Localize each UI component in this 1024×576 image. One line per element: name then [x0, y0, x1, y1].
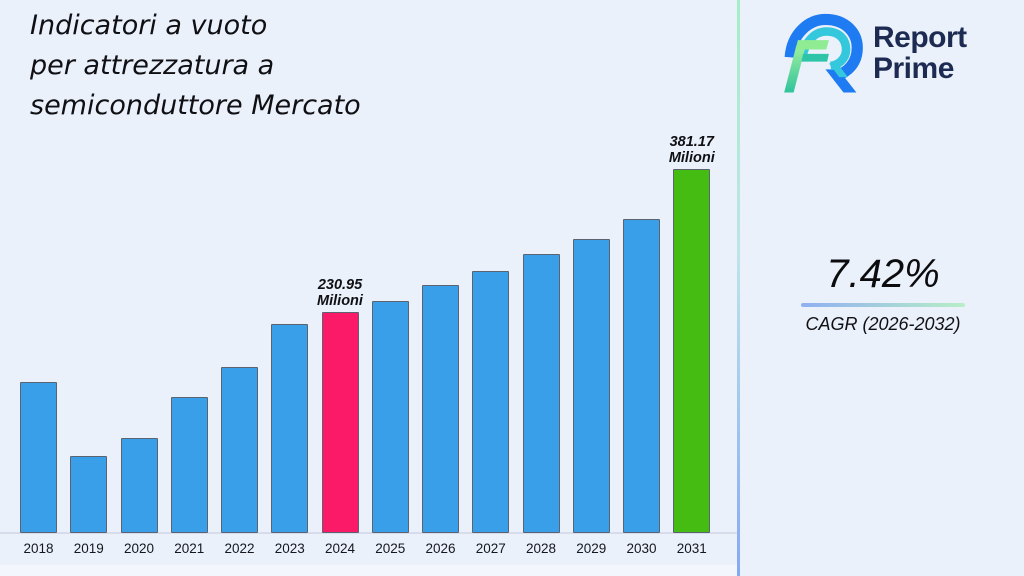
bar-chart: 2018 2019 2020 2021 2022 2023 2024 2025 2026 2027… [0, 134, 738, 576]
annotation-unit-text: Milioni [317, 293, 363, 309]
bar-2024 [321, 312, 359, 533]
bar-2027 [472, 271, 510, 533]
logo-wordmark: Report Prime [873, 22, 967, 84]
logo-wordmark-line1: Report [873, 21, 967, 54]
value-annotation-2024: 230.95 Milioni [280, 277, 400, 309]
bar-2026 [422, 285, 459, 533]
cagr-label: CAGR (2026-2032) [805, 313, 961, 334]
x-tick-label-2024: 2024 [324, 541, 356, 556]
page-title: Indicatori a vuoto per attrezzatura a se… [30, 10, 361, 121]
x-tick-label-2020: 2020 [123, 541, 155, 556]
annotation-unit-text: Milioni [668, 150, 715, 166]
x-tick-label-2025: 2025 [375, 541, 406, 556]
bar-2023 [271, 324, 309, 533]
x-tick-label-2030: 2030 [626, 541, 657, 556]
chart-bottom-margin [0, 565, 737, 576]
x-tick-label-2023: 2023 [274, 541, 305, 556]
x-tick-label-2029: 2029 [576, 541, 607, 556]
bar-2020 [120, 438, 158, 533]
cagr-value: 7.42% [826, 252, 940, 296]
cagr-panel: 7.42% CAGR (2026-2032) [801, 250, 965, 335]
bar-2021 [170, 397, 208, 533]
annotation-value-text: 230.95 [317, 277, 363, 293]
bar-2022 [221, 367, 258, 533]
logo-wordmark-line2: Prime [873, 52, 954, 85]
bar-2028 [522, 254, 560, 533]
bar-2025 [371, 301, 409, 533]
cagr-underline [801, 303, 965, 307]
report-prime-logo: Report Prime [779, 10, 967, 96]
x-tick-label-2022: 2022 [224, 541, 255, 556]
bar-2031 [673, 169, 711, 533]
vertical-divider [737, 0, 740, 576]
x-tick-label-2018: 2018 [23, 541, 54, 556]
bar-2019 [70, 456, 108, 533]
bar-2029 [572, 239, 610, 533]
report-prime-logo-icon [784, 13, 863, 93]
value-annotation-2031: 381.17 Milioni [632, 134, 752, 166]
x-axis-line [0, 532, 738, 534]
bar-2030 [623, 219, 660, 533]
x-tick-label-2028: 2028 [525, 541, 557, 556]
x-tick-label-2026: 2026 [425, 541, 456, 556]
x-tick-label-2021: 2021 [174, 541, 205, 556]
x-tick-label-2027: 2027 [475, 541, 506, 556]
bar-2018 [20, 382, 57, 533]
x-tick-label-2031: 2031 [676, 541, 707, 556]
annotation-value-text: 381.17 [669, 134, 714, 150]
x-tick-label-2019: 2019 [73, 541, 104, 556]
